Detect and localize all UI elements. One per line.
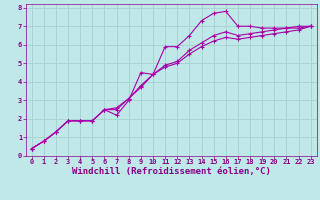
X-axis label: Windchill (Refroidissement éolien,°C): Windchill (Refroidissement éolien,°C) (72, 167, 271, 176)
